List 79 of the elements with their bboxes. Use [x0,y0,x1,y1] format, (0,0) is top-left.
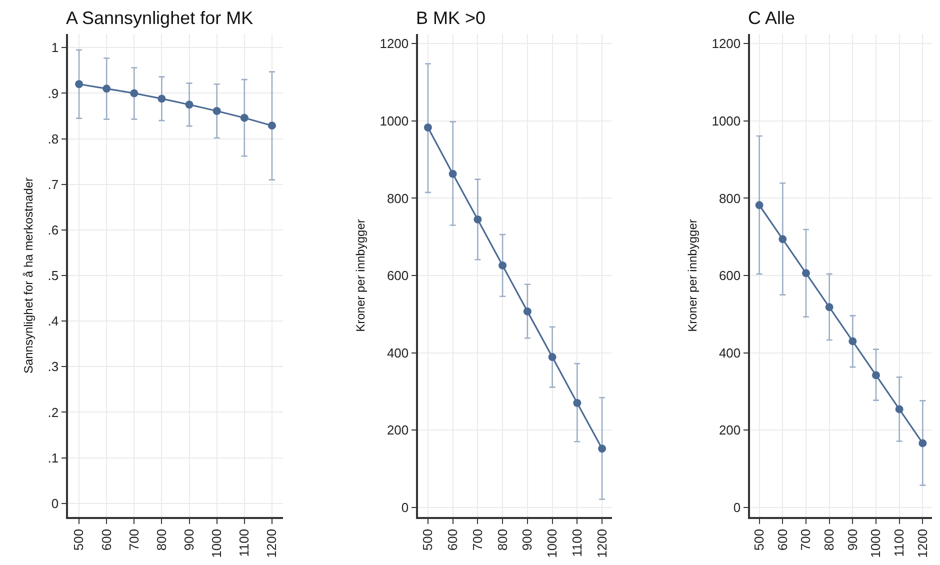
y-tick-label: 1200 [380,36,409,52]
x-tick-label: 1100 [892,528,907,557]
x-tick-label: 1000 [544,528,560,558]
y-tick-label: 0 [733,500,741,515]
point [872,371,880,380]
point [185,100,194,109]
y-tick-label: .1 [48,450,59,466]
chart-title: A Sannsynlighet for MK [66,8,254,28]
x-tick-label: 600 [445,528,460,551]
y-tick-label: 0 [401,500,409,515]
x-tick-label: 700 [470,528,485,551]
y-tick-label: 200 [718,422,741,438]
x-tick-label: 800 [494,528,510,551]
y-tick-label: 0 [51,496,59,511]
x-tick-label: 1200 [264,528,280,558]
point [75,80,84,88]
x-tick-label: 700 [798,528,814,551]
x-tick-label: 900 [182,528,197,551]
y-tick-label: .7 [48,176,59,192]
point [212,107,221,116]
y-tick-label: 600 [718,268,741,284]
x-tick-label: 800 [154,528,169,551]
point [268,122,276,130]
x-tick-label: 1200 [594,528,610,558]
point [755,201,764,210]
point [424,124,432,132]
y-tick-label: 400 [386,345,409,360]
point [158,94,166,103]
x-tick-label: 600 [774,528,790,551]
y-axis-title: Kroner per innbygger [354,219,368,332]
y-tick-label: 800 [718,190,741,206]
point [448,170,457,178]
x-tick-label: 800 [822,528,837,551]
y-tick-label: 200 [386,422,409,438]
point [523,307,532,316]
y-tick-label: 1200 [712,36,741,52]
y-tick-label: 600 [386,268,409,284]
x-tick-label: 500 [752,528,767,551]
x-tick-label: 900 [520,528,535,551]
point [102,84,111,93]
x-tick-label: 1100 [569,528,584,557]
y-tick-label: .4 [48,314,59,329]
x-tick-label: 700 [126,528,142,551]
point [802,269,810,278]
y-tick-label: .5 [48,268,59,284]
point [573,399,582,408]
y-axis-title: Sannsynlighet for å ha merkostnader [22,177,36,374]
point [498,261,507,270]
chart-title: B MK >0 [416,8,486,28]
y-tick-label: 800 [386,190,409,206]
y-tick-label: .2 [48,404,59,420]
x-tick-label: 500 [420,528,436,551]
x-tick-label: 600 [98,528,114,551]
point [474,215,482,224]
point [778,235,787,244]
y-tick-label: 400 [718,345,741,360]
y-tick-label: 1 [51,40,59,56]
x-tick-label: 1100 [236,528,252,557]
point [548,353,556,362]
point [918,439,927,448]
point [848,337,857,346]
y-axis-title: Kroner per innbygger [686,219,700,332]
point [598,444,606,453]
x-tick-label: 500 [71,528,86,551]
point [825,303,834,312]
chart-title: C Alle [748,8,796,28]
point [895,405,904,414]
point [240,114,248,122]
x-tick-label: 1200 [914,528,930,558]
y-tick-label: .6 [48,222,59,238]
x-tick-label: 1000 [868,528,884,558]
y-tick-label: .3 [48,359,59,374]
y-tick-label: .8 [48,131,59,146]
x-tick-label: 900 [844,528,860,551]
y-tick-label: 1000 [712,113,741,128]
y-tick-label: 1000 [380,113,409,128]
y-tick-label: .9 [48,86,59,101]
point [130,89,138,98]
x-tick-label: 1000 [209,528,224,558]
